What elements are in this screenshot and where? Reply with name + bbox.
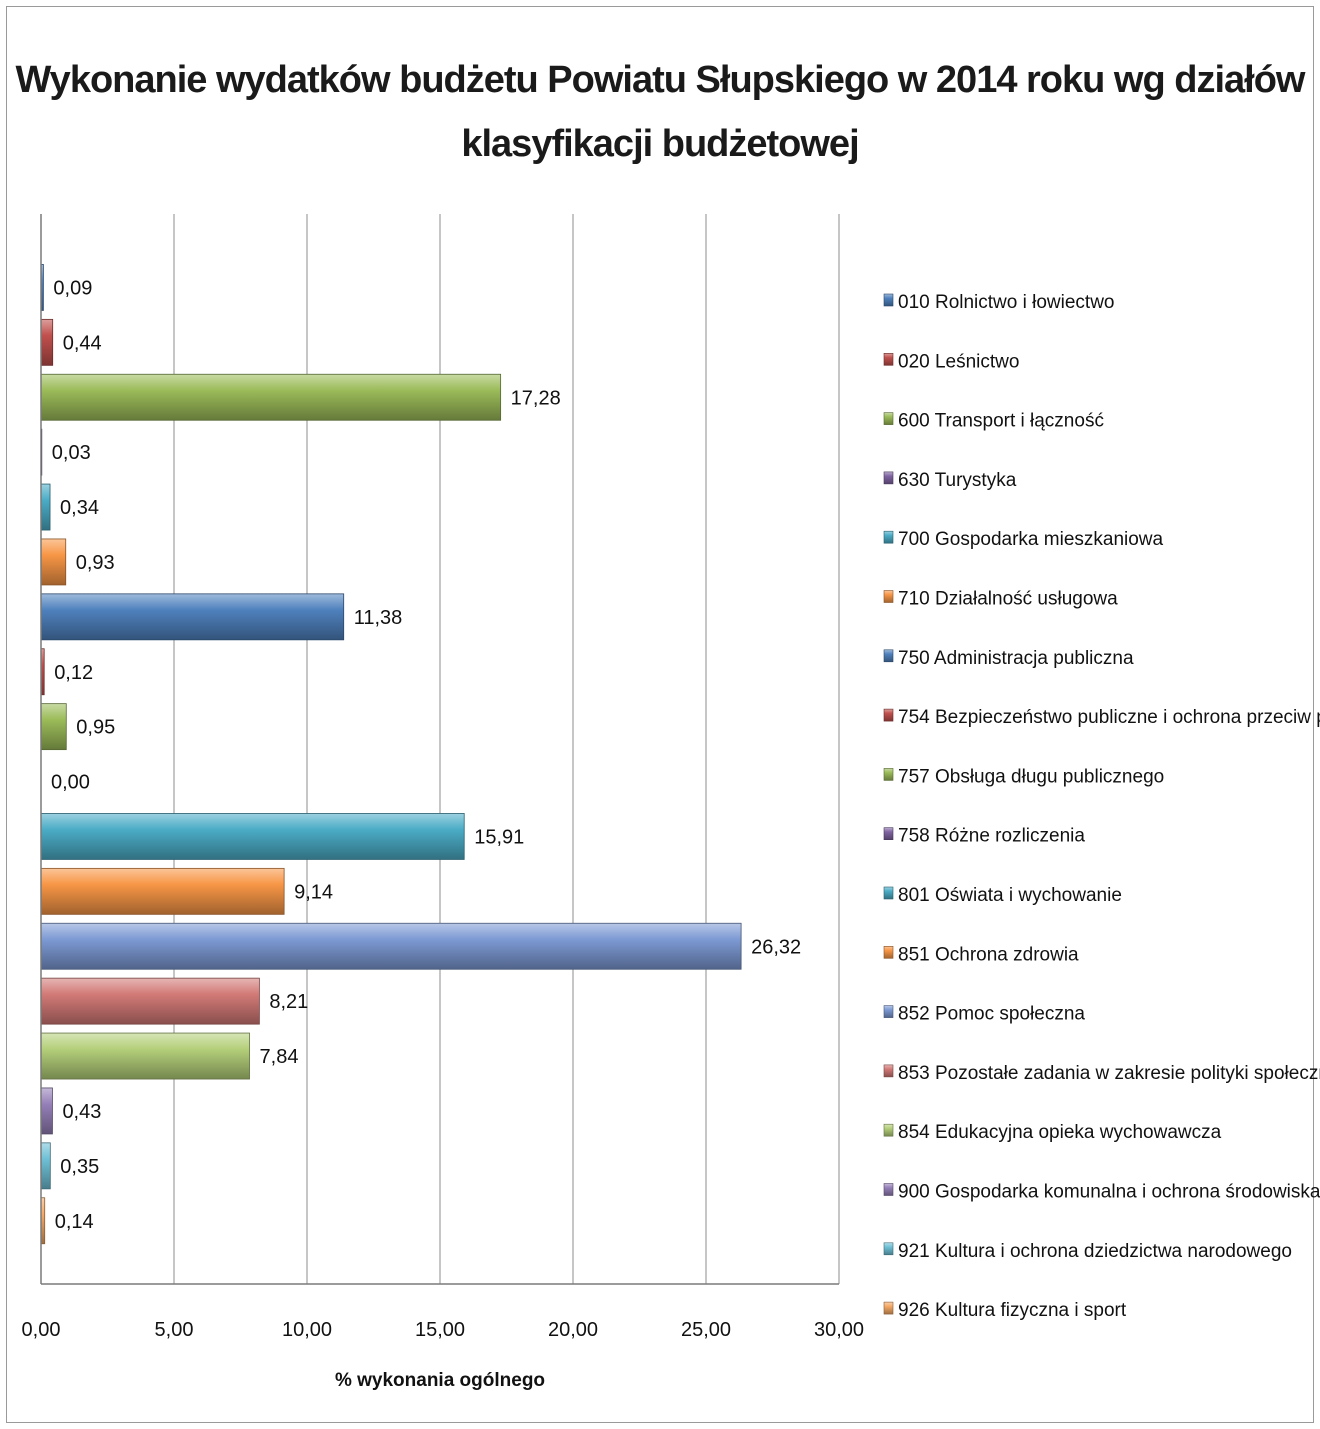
chart-frame [6, 6, 1314, 1423]
bar [40, 1032, 250, 1080]
legend-label: 757 Obsługa długu publicznego [898, 766, 1164, 787]
legend-label: 750 Administracja publiczna [898, 648, 1134, 669]
legend-swatch [883, 827, 894, 841]
legend-label: 754 Bezpieczeństwo publiczne i ochrona p… [898, 707, 1320, 728]
legend-label: 921 Kultura i ochrona dziedzictwa narodo… [898, 1241, 1292, 1262]
chart-title-line-2: klasyfikacji budżetowej [461, 123, 859, 165]
data-label: 8,21 [269, 991, 308, 1013]
data-label: 9,14 [294, 881, 333, 903]
legend-label: 700 Gospodarka mieszkaniowa [898, 529, 1164, 550]
legend-label: 900 Gospodarka komunalna i ochrona środo… [898, 1182, 1320, 1203]
legend-label: 801 Oświata i wychowanie [898, 885, 1122, 906]
legend-swatch [883, 1064, 894, 1078]
legend-swatch [883, 1123, 894, 1137]
chart-title-line-1: Wykonanie wydatków budżetu Powiatu Słups… [15, 59, 1306, 101]
data-label: 26,32 [751, 936, 801, 958]
legend-swatch [883, 293, 894, 307]
legend-label: 710 Działalność usługowa [898, 589, 1118, 610]
legend-label: 851 Ochrona zdrowia [898, 944, 1079, 965]
axes: 0,00 5,00 10,00 15,00 20,00 25,00 30,00 [22, 214, 864, 1341]
x-tick-label: 5,00 [155, 1319, 194, 1341]
data-label: 15,91 [474, 826, 524, 848]
legend-label: 010 Rolnictwo i łowiectwo [898, 292, 1115, 313]
data-label: 0,35 [60, 1156, 99, 1178]
bar [40, 373, 502, 421]
legend-label: 600 Transport i łączność [898, 411, 1104, 432]
x-tick-label: 30,00 [814, 1319, 864, 1341]
data-label: 11,38 [354, 607, 403, 629]
legend-label: 853 Pozostałe zadania w zakresie polityk… [898, 1063, 1320, 1084]
legend-label: 852 Pomoc społeczna [898, 1004, 1085, 1025]
legend-swatch [883, 945, 894, 959]
legend-swatch [883, 352, 894, 366]
bar [40, 483, 51, 531]
data-label: 0,14 [55, 1211, 94, 1233]
data-label: 7,84 [260, 1046, 299, 1068]
data-label: 0,12 [54, 662, 93, 684]
legend-label: 758 Różne rozliczenia [898, 826, 1085, 847]
data-label: 0,34 [60, 497, 99, 519]
legend-swatch [883, 768, 894, 781]
bar [40, 813, 465, 860]
legend-swatch [883, 649, 894, 663]
data-label: 0,03 [52, 442, 91, 464]
bar [40, 318, 54, 366]
legend-swatch [883, 530, 894, 544]
legend-label: 630 Turystyka [898, 470, 1017, 491]
x-tick-label: 15,00 [415, 1319, 465, 1341]
data-label: 0,95 [76, 717, 115, 739]
bar [40, 538, 67, 586]
bar [40, 593, 345, 641]
legend-swatch [883, 1242, 894, 1256]
legend-swatch [883, 708, 894, 722]
data-label: 0,43 [62, 1101, 101, 1123]
x-tick-label: 10,00 [282, 1319, 332, 1341]
data-label: 0,09 [53, 277, 92, 299]
legend-label: 854 Edukacyjna opieka wychowawcza [898, 1122, 1222, 1143]
legend-label: 926 Kultura fizyczna i sport [898, 1300, 1127, 1321]
legend-swatch [883, 590, 894, 603]
bar [40, 977, 260, 1025]
legend-swatch [883, 1301, 894, 1315]
bar [40, 703, 67, 751]
legend: 010 Rolnictwo i łowiectwo 020 Leśnictwo 60… [883, 292, 1320, 1321]
legend-label: 020 Leśnictwo [898, 351, 1019, 372]
data-label: 0,93 [76, 552, 115, 574]
bar [40, 1142, 51, 1190]
bar [40, 867, 285, 915]
x-axis-title: % wykonania ogólnego [335, 1370, 545, 1391]
data-label: 0,00 [51, 772, 90, 794]
bar [40, 1087, 53, 1135]
legend-swatch [883, 1005, 894, 1018]
legend-swatch [883, 1183, 894, 1196]
bar [40, 922, 742, 970]
data-label: 0,44 [63, 332, 102, 354]
data-label: 17,28 [511, 387, 561, 409]
x-tick-label: 0,00 [22, 1319, 61, 1341]
legend-swatch [883, 471, 894, 485]
legend-swatch [883, 886, 894, 900]
legend-swatch [883, 412, 894, 425]
x-tick-label: 25,00 [681, 1319, 731, 1341]
chart-title: Wykonanie wydatków budżetu Powiatu Słups… [0, 48, 1320, 176]
x-tick-label: 20,00 [548, 1319, 598, 1341]
bars: 0,09 0,44 17,28 0,03 0,34 0,93 11,38 0,12 0,95 0,… [40, 264, 801, 1245]
